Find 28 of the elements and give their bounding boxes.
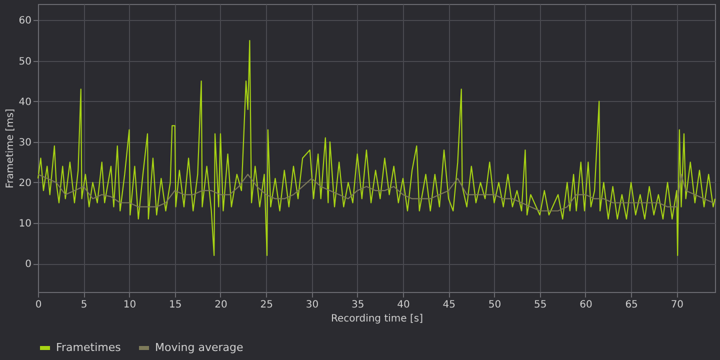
x-tick-label: 30 (306, 300, 319, 310)
x-tick-label: 60 (580, 300, 592, 310)
line-series (37, 174, 714, 212)
y-tick-label: 20 (18, 178, 32, 189)
line-series (37, 40, 716, 256)
x-tick-label: 10 (123, 300, 136, 310)
x-tick-label: 15 (168, 300, 182, 310)
x-tick-label: 35 (351, 300, 364, 310)
x-tick-label: 0 (35, 300, 42, 310)
x-tick-label: 25 (260, 300, 273, 310)
y-axis-title: Frametime [ms] (4, 108, 16, 188)
y-tick-label: 60 (18, 16, 32, 27)
x-tick-label: 45 (442, 300, 456, 310)
x-tick-label: 50 (488, 300, 502, 310)
y-tick-label: 30 (18, 137, 32, 148)
legend-label: Moving average (155, 341, 244, 354)
x-tick-label: 40 (397, 300, 410, 310)
y-tick-label: 50 (18, 56, 32, 68)
x-tick-label: 55 (534, 300, 547, 310)
y-tick-label: 0 (25, 259, 32, 270)
y-tick-label: 10 (18, 218, 32, 230)
legend-label: Frametimes (56, 341, 122, 354)
x-tick-label: 20 (214, 300, 228, 310)
x-tick-label: 70 (670, 300, 684, 310)
x-tick-label: 5 (80, 300, 88, 310)
x-axis-title: Recording time [s] (331, 314, 424, 324)
x-tick-label: 65 (625, 300, 638, 310)
y-tick-label: 40 (18, 96, 32, 108)
